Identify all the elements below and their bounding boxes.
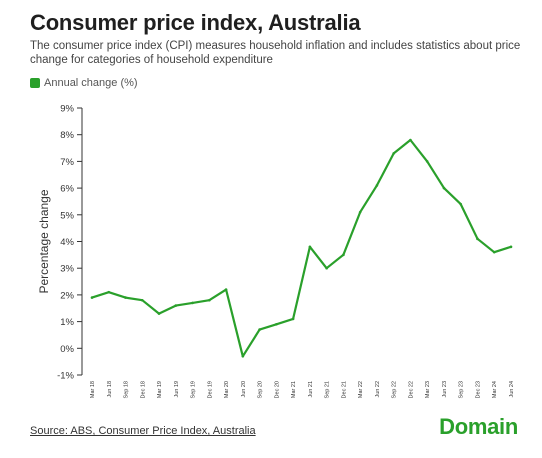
x-tick-label: Mar 21 — [291, 381, 297, 398]
x-tick-label: Jun 21 — [308, 381, 314, 398]
data-point — [425, 160, 429, 163]
x-tick-label: Jun 23 — [442, 381, 448, 398]
x-tick-label: Mar 23 — [425, 381, 431, 398]
data-point — [124, 296, 127, 299]
legend-label: Annual change (%) — [44, 77, 138, 89]
data-point — [308, 245, 312, 249]
x-tick-label: Sep 19 — [191, 381, 197, 398]
y-tick-label: 1% — [60, 317, 74, 328]
data-point — [358, 210, 362, 214]
x-tick-label: Dec 19 — [207, 381, 213, 398]
data-point — [241, 355, 245, 358]
y-tick-label: 6% — [60, 184, 74, 195]
legend-swatch — [30, 78, 40, 88]
chart-title: Consumer price index, Australia — [30, 10, 361, 35]
data-point — [174, 304, 178, 307]
data-point — [459, 202, 463, 206]
x-tick-label: Dec 21 — [341, 381, 347, 398]
data-point — [409, 138, 412, 142]
data-point — [509, 245, 513, 249]
x-tick-label: Mar 22 — [358, 381, 364, 398]
data-point — [224, 288, 228, 291]
chart-subtitle: The consumer price index (CPI) measures … — [30, 40, 521, 66]
x-tick-label: Sep 23 — [459, 381, 465, 398]
y-tick-label: 3% — [60, 264, 74, 275]
x-tick-label: Dec 20 — [274, 381, 280, 398]
y-tick-label: 9% — [60, 104, 74, 115]
brand-logo: Domain — [439, 414, 518, 439]
data-point — [325, 266, 328, 270]
x-tick-label: Sep 18 — [124, 381, 130, 398]
data-point — [275, 322, 278, 326]
x-tick-label: Jun 19 — [174, 381, 180, 398]
x-tick-label: Dec 22 — [408, 381, 414, 398]
data-point — [107, 290, 111, 294]
x-tick-label: Mar 18 — [90, 381, 96, 398]
data-point — [442, 186, 446, 190]
y-tick-label: 0% — [60, 344, 74, 355]
x-tick-label: Mar 24 — [492, 381, 498, 398]
data-point — [208, 298, 211, 302]
data-point — [90, 296, 94, 299]
data-point — [157, 312, 161, 315]
data-point — [291, 317, 295, 321]
data-point — [342, 253, 345, 257]
data-point — [492, 250, 496, 254]
x-tick-label: Mar 19 — [157, 381, 163, 398]
x-tick-label: Sep 20 — [258, 381, 264, 398]
data-point — [392, 152, 395, 155]
x-tick-label: Dec 18 — [140, 381, 146, 398]
x-tick-label: Jun 20 — [241, 381, 247, 398]
legend: Annual change (%) — [30, 77, 138, 89]
y-tick-label: 2% — [60, 290, 74, 301]
y-tick-label: 8% — [60, 130, 74, 141]
x-tick-label: Jun 18 — [107, 381, 113, 398]
y-tick-label: 7% — [60, 157, 74, 168]
x-tick-label: Dec 23 — [475, 381, 481, 398]
x-tick-label: Sep 22 — [392, 381, 398, 398]
x-tick-label: Jun 24 — [509, 381, 515, 398]
y-tick-label: -1% — [57, 371, 74, 382]
data-point — [476, 237, 479, 241]
y-tick-label: 4% — [60, 237, 74, 248]
x-tick-label: Sep 21 — [325, 381, 331, 398]
x-tick-label: Jun 22 — [375, 381, 381, 398]
data-point — [191, 301, 194, 305]
y-axis-label: Percentage change — [37, 189, 51, 293]
series-line — [90, 138, 513, 358]
x-tick-label: Mar 20 — [224, 381, 230, 398]
data-point — [140, 298, 144, 302]
line-chart: -1% 0% 1% 2% 3% 4% 5% 6% 7% 8% 9% Percentage change… — [37, 104, 515, 399]
y-tick-label: 5% — [60, 210, 74, 221]
data-point — [375, 184, 379, 187]
source-link[interactable]: Source: ABS, Consumer Price Index, Austr… — [30, 425, 256, 437]
data-point — [258, 328, 261, 331]
